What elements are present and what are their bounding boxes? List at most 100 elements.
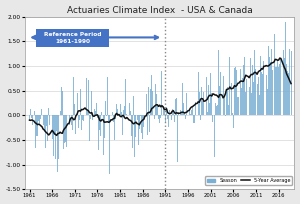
- Bar: [57, 115, 58, 172]
- Bar: [76, 93, 77, 115]
- Bar: [209, 103, 210, 115]
- Bar: [181, 112, 182, 115]
- Bar: [244, 57, 245, 115]
- Bar: [71, 115, 72, 124]
- Bar: [98, 115, 99, 151]
- Bar: [36, 115, 37, 136]
- Bar: [208, 85, 209, 115]
- Bar: [185, 115, 186, 119]
- Bar: [50, 115, 52, 137]
- Bar: [40, 115, 41, 119]
- Bar: [165, 115, 166, 122]
- Bar: [129, 103, 130, 115]
- Bar: [104, 115, 105, 138]
- Bar: [163, 106, 164, 115]
- Bar: [123, 110, 124, 115]
- Bar: [46, 115, 47, 126]
- Bar: [226, 92, 227, 115]
- Bar: [262, 74, 263, 115]
- Bar: [242, 78, 243, 115]
- Bar: [235, 67, 236, 115]
- Bar: [115, 115, 116, 119]
- Bar: [194, 115, 195, 123]
- Bar: [121, 112, 122, 115]
- Bar: [151, 75, 152, 115]
- Bar: [263, 61, 264, 115]
- Bar: [246, 79, 247, 115]
- Text: Reference Period
1961-1990: Reference Period 1961-1990: [44, 32, 101, 44]
- Bar: [198, 72, 199, 115]
- Bar: [224, 97, 225, 115]
- Bar: [30, 109, 31, 115]
- Bar: [37, 115, 38, 136]
- Bar: [177, 115, 178, 162]
- Bar: [114, 115, 115, 140]
- Bar: [81, 115, 82, 130]
- Bar: [241, 88, 242, 115]
- Bar: [101, 112, 102, 115]
- Bar: [189, 109, 190, 115]
- Bar: [206, 77, 207, 115]
- Bar: [150, 89, 151, 115]
- Bar: [85, 83, 86, 115]
- Bar: [287, 71, 288, 115]
- Bar: [105, 101, 106, 115]
- Bar: [260, 56, 261, 115]
- Bar: [259, 95, 260, 115]
- Bar: [171, 115, 172, 120]
- Bar: [54, 115, 55, 135]
- Bar: [182, 83, 183, 115]
- Bar: [155, 84, 156, 115]
- Legend: Season, 5-Year Average: Season, 5-Year Average: [205, 176, 292, 185]
- Bar: [220, 72, 221, 115]
- Bar: [168, 115, 169, 127]
- Bar: [205, 68, 206, 115]
- Bar: [106, 115, 107, 116]
- Bar: [245, 92, 246, 115]
- Bar: [201, 87, 202, 115]
- Bar: [256, 83, 258, 115]
- Bar: [286, 64, 287, 115]
- Bar: [60, 111, 61, 115]
- Bar: [221, 106, 223, 115]
- Bar: [277, 60, 278, 115]
- Bar: [141, 115, 142, 133]
- Bar: [271, 49, 272, 115]
- Bar: [207, 112, 208, 115]
- Bar: [79, 115, 80, 120]
- Bar: [142, 115, 143, 139]
- Bar: [212, 115, 213, 122]
- Bar: [146, 94, 147, 115]
- Bar: [95, 111, 96, 115]
- Bar: [285, 22, 286, 115]
- Bar: [276, 67, 277, 115]
- Bar: [126, 114, 127, 115]
- Bar: [117, 109, 118, 115]
- Bar: [219, 86, 220, 115]
- Bar: [35, 115, 36, 148]
- Bar: [61, 87, 62, 115]
- Bar: [269, 57, 270, 115]
- Bar: [254, 50, 255, 115]
- Bar: [215, 103, 216, 115]
- Bar: [233, 115, 234, 128]
- Bar: [113, 115, 114, 122]
- Bar: [227, 87, 228, 115]
- Bar: [288, 73, 289, 115]
- Bar: [186, 93, 188, 115]
- Bar: [38, 115, 39, 121]
- Bar: [39, 115, 40, 124]
- Title: Actuaries Climate Index  - USA & Canada: Actuaries Climate Index - USA & Canada: [67, 6, 253, 14]
- Bar: [237, 98, 238, 115]
- Bar: [53, 115, 54, 156]
- Bar: [65, 115, 66, 142]
- Bar: [83, 115, 84, 121]
- Bar: [261, 72, 262, 115]
- Bar: [157, 106, 158, 115]
- Bar: [29, 115, 30, 121]
- Bar: [108, 115, 109, 123]
- Bar: [116, 104, 117, 115]
- Bar: [159, 115, 160, 123]
- Bar: [41, 109, 42, 115]
- Bar: [275, 67, 276, 115]
